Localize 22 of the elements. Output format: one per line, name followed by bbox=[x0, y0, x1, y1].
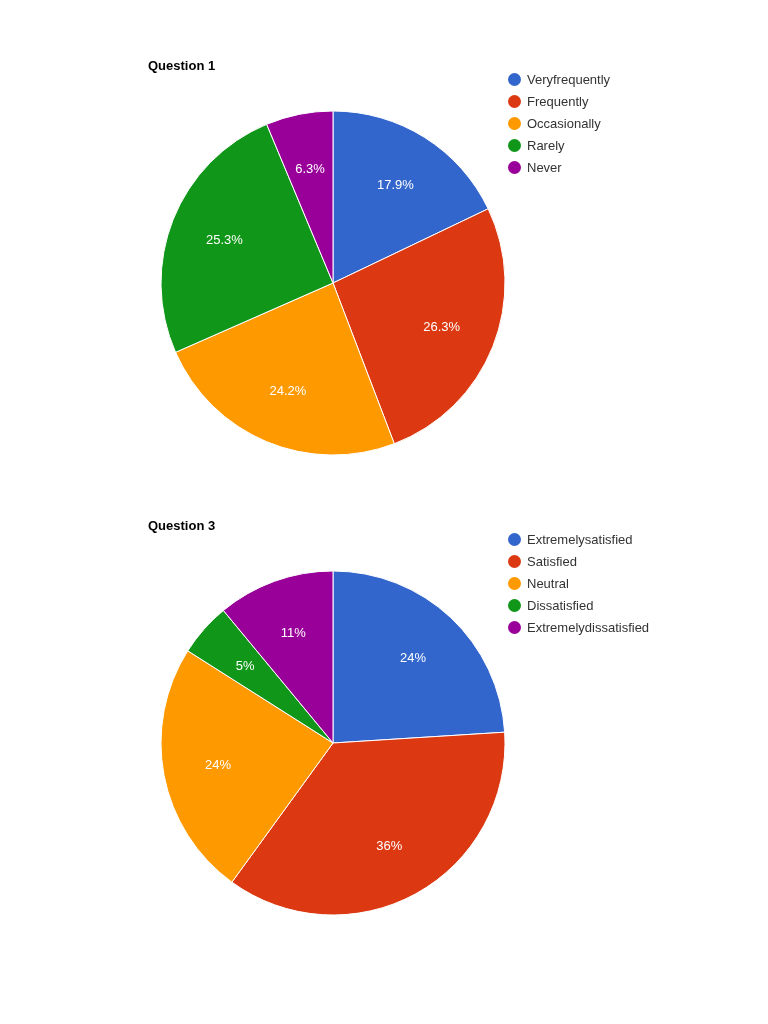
data-label: 11% bbox=[280, 625, 307, 641]
data-label: 24% bbox=[400, 650, 427, 666]
legend-label: Dissatisfied bbox=[527, 597, 594, 613]
legend-label: Occasionally bbox=[527, 115, 601, 131]
legend-label: Veryfrequently bbox=[527, 71, 611, 87]
data-label: 36% bbox=[376, 837, 403, 853]
legend-label: Extremelysatisfied bbox=[527, 531, 633, 547]
data-label: 24.2% bbox=[269, 383, 307, 399]
legend-label: Satisfied bbox=[527, 553, 577, 569]
chart-title: Question 1 bbox=[148, 58, 216, 73]
legend-label: Neutral bbox=[527, 575, 569, 591]
chart-title: Question 3 bbox=[148, 518, 216, 533]
data-label: 25.3% bbox=[205, 232, 244, 248]
data-label: 5% bbox=[235, 658, 256, 674]
data-label: 6.3% bbox=[295, 160, 326, 176]
legend-label: Extremelydissatisfied bbox=[527, 619, 650, 635]
data-label: 17.9% bbox=[376, 176, 415, 192]
legend-label: Never bbox=[527, 159, 562, 175]
legend-label: Rarely bbox=[527, 137, 565, 153]
data-label: 26.3% bbox=[423, 318, 461, 334]
data-label: 24% bbox=[205, 757, 232, 773]
legend-label: Frequently bbox=[527, 93, 589, 109]
